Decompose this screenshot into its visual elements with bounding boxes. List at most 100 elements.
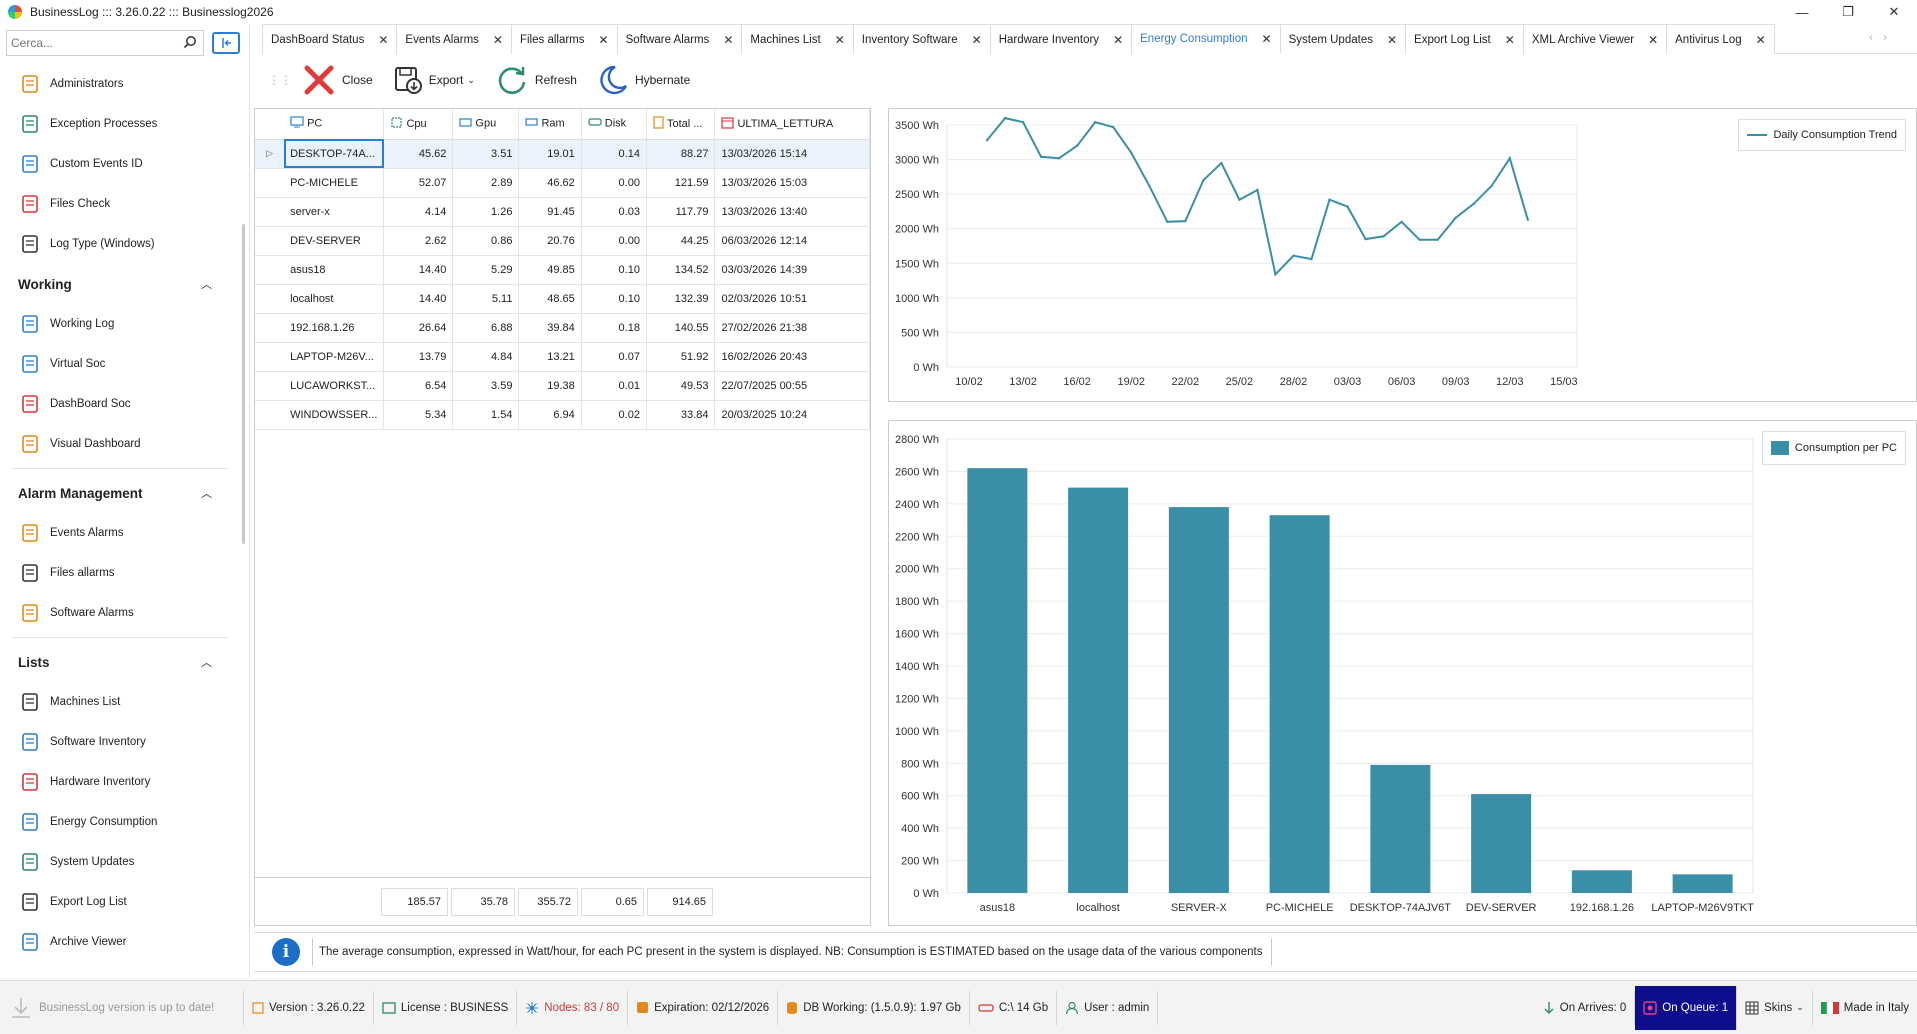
table-cell[interactable]: 33.84 [646,400,716,430]
table-row[interactable]: LUCAWORKST... 6.54 3.59 19.38 0.01 49.53 22/07… [255,371,870,401]
table-cell[interactable]: LAPTOP-M26V... [284,342,385,372]
tab-xml-archive-viewer[interactable]: XML Archive Viewer ✕ [1523,24,1668,54]
table-cell[interactable]: 5.34 [383,400,454,430]
table-row[interactable]: WINDOWSSER... 5.34 1.54 6.94 0.02 33.84 20/03/… [255,400,870,430]
table-cell[interactable]: WINDOWSSER... [284,400,385,430]
row-indicator[interactable] [255,342,285,372]
table-cell[interactable]: 14.40 [383,255,454,285]
table-cell[interactable]: 0.01 [581,371,647,401]
toolbar-grip-icon[interactable]: ⋮⋮ [268,73,292,87]
table-cell[interactable]: 0.18 [581,313,647,343]
close-icon[interactable]: ✕ [1755,32,1766,47]
tab-export-log-list[interactable]: Export Log List ✕ [1406,24,1524,54]
sidebar-item-administrators[interactable]: Administrators [0,64,240,104]
table-row[interactable]: LAPTOP-M26V... 13.79 4.84 13.21 0.07 51.92 16/… [255,342,870,372]
tab-hardware-inventory[interactable]: Hardware Inventory ✕ [990,24,1133,54]
minimize-button[interactable]: — [1795,4,1809,20]
section-header-working[interactable]: Working ︿ [0,264,240,304]
table-cell[interactable]: 13.79 [383,342,454,372]
table-cell[interactable]: 3.51 [452,139,520,169]
table-cell[interactable]: 45.62 [383,139,454,169]
table-cell[interactable]: 6.54 [383,371,454,401]
bar[interactable] [1269,515,1330,893]
table-cell[interactable]: 13/03/2026 15:03 [714,168,870,198]
tab-events-alarms[interactable]: Events Alarms ✕ [397,24,512,54]
close-icon[interactable]: ✕ [971,32,982,47]
sidebar-item-export-log-list[interactable]: Export Log List [0,882,240,922]
table-cell[interactable]: 13/03/2026 13:40 [714,197,870,227]
row-indicator[interactable] [255,197,285,227]
table-cell[interactable]: 14.40 [383,284,454,314]
bar[interactable] [1370,764,1431,893]
table-row[interactable]: 192.168.1.26 26.64 6.88 39.84 0.18 140.55 27/0… [255,313,870,343]
table-cell[interactable]: 6.88 [452,313,520,343]
table-cell[interactable]: 117.79 [646,197,716,227]
sidebar-item-virtual-soc[interactable]: Virtual Soc [0,344,240,384]
table-cell[interactable]: 03/03/2026 14:39 [714,255,870,285]
sidebar-item-archive-viewer[interactable]: Archive Viewer [0,922,240,962]
table-cell[interactable]: 39.84 [518,313,582,343]
table-row[interactable]: server-x 4.14 1.26 91.45 0.03 117.79 13/03/202… [255,197,870,227]
tab-energy-consumption[interactable]: Energy Consumption ✕ [1132,24,1281,54]
table-cell[interactable]: 5.11 [452,284,520,314]
sidebar-item-files-check[interactable]: Files Check [0,184,240,224]
close-icon[interactable]: ✕ [1386,32,1398,47]
col-header-ram[interactable]: Ram [518,109,582,140]
close-icon[interactable]: ✕ [598,32,609,47]
bar[interactable] [1168,507,1229,893]
table-cell[interactable]: 6.94 [518,400,582,430]
table-cell[interactable]: 46.62 [518,168,582,198]
table-cell[interactable]: 91.45 [518,197,582,227]
close-icon[interactable]: ✕ [1261,31,1272,46]
update-status[interactable]: BusinessLog version is up to date! [0,990,244,1025]
col-header-ultima-lettura[interactable]: ULTIMA_LETTURA [714,109,870,140]
table-cell[interactable]: 2.62 [383,226,454,256]
search-icon[interactable] [183,35,197,52]
table-cell[interactable]: 0.02 [581,400,647,430]
close-icon[interactable]: ✕ [378,32,389,47]
close-icon[interactable]: ✕ [723,32,734,47]
table-cell[interactable]: 134.52 [646,255,716,285]
sidebar-item-working-log[interactable]: Working Log [0,304,240,344]
arrives-status[interactable]: On Arrives: 0 [1535,990,1636,1025]
sidebar-item-exception-processes[interactable]: Exception Processes [0,104,240,144]
table-cell[interactable]: 20/03/2025 10:24 [714,400,870,430]
table-cell[interactable]: server-x [284,197,385,227]
table-cell[interactable]: 49.53 [646,371,716,401]
tab-machines-list[interactable]: Machines List ✕ [742,24,854,54]
sidebar-item-software-inventory[interactable]: Software Inventory [0,722,240,762]
sidebar-collapse-button[interactable] [212,32,240,54]
table-cell[interactable]: LUCAWORKST... [284,371,385,401]
refresh-button[interactable]: Refresh [495,63,577,97]
sidebar-scrollbar[interactable] [242,224,245,544]
search-input[interactable] [7,36,177,50]
table-cell[interactable]: 2.89 [452,168,520,198]
chevron-up-icon[interactable]: ︿ [201,279,212,291]
tab-dashboard-status[interactable]: DashBoard Status ✕ [262,24,398,54]
bar[interactable] [1571,870,1632,893]
sidebar-item-energy-consumption[interactable]: Energy Consumption [0,802,240,842]
sidebar-item-custom-events-id[interactable]: Custom Events ID [0,144,240,184]
tab-system-updates[interactable]: System Updates ✕ [1280,24,1407,54]
col-header-disk[interactable]: Disk [581,109,647,140]
sidebar-item-machines-list[interactable]: Machines List [0,682,240,722]
sidebar-item-events-alarms[interactable]: Events Alarms [0,513,240,553]
table-cell[interactable]: 19.38 [518,371,582,401]
table-cell[interactable]: 19.01 [518,139,582,169]
col-header-gpu[interactable]: Gpu [452,109,520,140]
table-cell[interactable]: 13/03/2026 15:14 [714,139,870,169]
row-indicator[interactable] [255,371,285,401]
sidebar-item-software-alarms[interactable]: Software Alarms [0,593,240,633]
table-cell[interactable]: 06/03/2026 12:14 [714,226,870,256]
row-indicator[interactable] [255,255,285,285]
table-row[interactable]: asus18 14.40 5.29 49.85 0.10 134.52 03/03/2026… [255,255,870,285]
sidebar-item-files-allarms[interactable]: Files allarms [0,553,240,593]
skins-menu[interactable]: Skins ⌄ [1737,990,1813,1025]
table-cell[interactable]: 16/02/2026 20:43 [714,342,870,372]
table-cell[interactable]: asus18 [284,255,385,285]
close-icon[interactable]: ✕ [492,32,503,47]
table-row[interactable]: localhost 14.40 5.11 48.65 0.10 132.39 02/03/2… [255,284,870,314]
table-cell[interactable]: localhost [284,284,385,314]
table-cell[interactable]: 49.85 [518,255,582,285]
table-cell[interactable]: 44.25 [646,226,716,256]
